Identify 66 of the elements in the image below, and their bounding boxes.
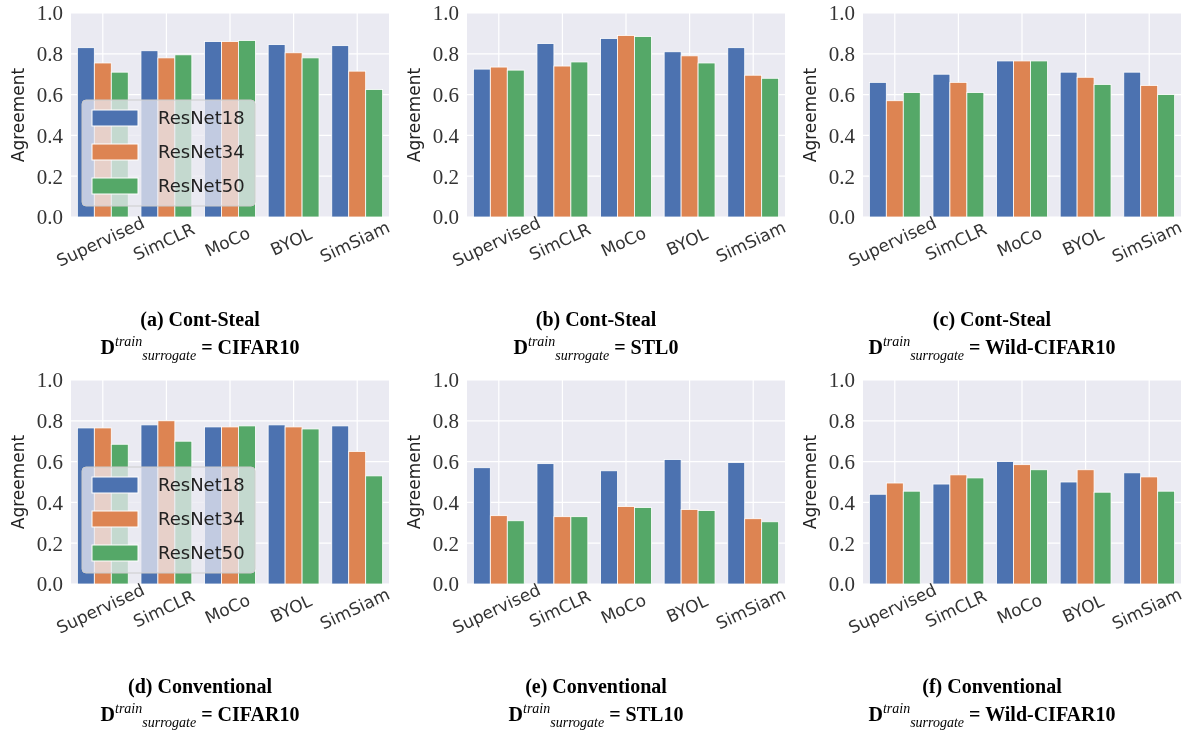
text: D$^{train}$$_{surrogate}$ = STL10 [508, 701, 684, 730]
y-tick-label: 0.4 [36, 490, 64, 515]
y-axis-title: Agreement [8, 67, 28, 163]
y-tick-label: 1.0 [36, 368, 63, 393]
x-tick-label: BYOL [267, 223, 316, 260]
legend-label: ResNet18 [158, 474, 245, 496]
y-tick-label: 0.6 [36, 82, 63, 107]
y-tick-label: 0.2 [432, 531, 459, 556]
text: (b) Cont-Steal [535, 308, 657, 331]
y-tick-label: 0.2 [828, 164, 855, 189]
y-tick-label: 0.2 [36, 531, 63, 556]
text: D$^{train}$$_{surrogate}$ = Wild-CIFAR10 [868, 334, 1116, 363]
y-tick-label: 0.8 [828, 42, 855, 67]
y-tick-label: 0.4 [828, 490, 856, 515]
y-tick-label: 1.0 [432, 368, 459, 393]
y-tick-label: 0.6 [36, 449, 63, 474]
legend-label: ResNet34 [158, 508, 245, 530]
x-tick-label: MoCo [597, 589, 650, 628]
text: (a) Cont-Steal [140, 308, 261, 331]
y-tick-label: 0.6 [828, 82, 855, 107]
y-tick-label: 0.6 [432, 82, 459, 107]
legend-label: ResNet34 [158, 141, 245, 163]
y-tick-label: 1.0 [828, 1, 855, 26]
text: D$^{train}$$_{surrogate}$ = CIFAR10 [100, 334, 300, 363]
legend-label: ResNet50 [158, 542, 245, 564]
y-tick-label: 0.4 [432, 490, 460, 515]
y-tick-label: 0.6 [432, 449, 459, 474]
y-axis-title: Agreement [800, 67, 820, 163]
text: (f) Conventional [922, 675, 1063, 698]
y-tick-label: 0.4 [828, 123, 856, 148]
y-tick-label: 1.0 [828, 368, 855, 393]
y-tick-label: 0.4 [36, 123, 64, 148]
y-tick-label: 0.8 [36, 409, 63, 434]
x-tick-label: MoCo [993, 589, 1046, 628]
x-tick-label: MoCo [597, 222, 650, 261]
x-tick-label: MoCo [201, 589, 254, 628]
text: (c) Cont-Steal [932, 308, 1052, 331]
y-tick-label: 0.2 [36, 164, 63, 189]
y-tick-label: 0.8 [36, 42, 63, 67]
y-axis-title: Agreement [404, 434, 424, 530]
x-tick-label: BYOL [267, 590, 316, 627]
y-tick-label: 0.8 [828, 409, 855, 434]
y-tick-label: 0.2 [432, 164, 459, 189]
x-tick-label: BYOL [663, 590, 712, 627]
text: (d) Conventional [128, 675, 273, 698]
y-tick-label: 1.0 [432, 1, 459, 26]
text: D$^{train}$$_{surrogate}$ = STL0 [513, 334, 679, 363]
x-tick-label: BYOL [663, 223, 712, 260]
text: D$^{train}$$_{surrogate}$ = CIFAR10 [100, 701, 300, 730]
y-tick-label: 0.8 [432, 42, 459, 67]
y-tick-label: 0.2 [828, 531, 855, 556]
y-tick-label: 0.4 [432, 123, 460, 148]
x-tick-label: BYOL [1059, 223, 1108, 260]
x-tick-label: MoCo [993, 222, 1046, 261]
y-tick-label: 1.0 [36, 1, 63, 26]
x-tick-label: BYOL [1059, 590, 1108, 627]
y-tick-label: 0.6 [828, 449, 855, 474]
y-tick-label: 0.8 [432, 409, 459, 434]
y-axis-title: Agreement [800, 434, 820, 530]
legend-label: ResNet18 [158, 107, 245, 129]
legend-label: ResNet50 [158, 175, 245, 197]
y-axis-title: Agreement [404, 67, 424, 163]
text: (e) Conventional [525, 675, 668, 698]
x-tick-label: MoCo [201, 222, 254, 261]
y-axis-title: Agreement [8, 434, 28, 530]
text: D$^{train}$$_{surrogate}$ = Wild-CIFAR10 [868, 701, 1116, 730]
